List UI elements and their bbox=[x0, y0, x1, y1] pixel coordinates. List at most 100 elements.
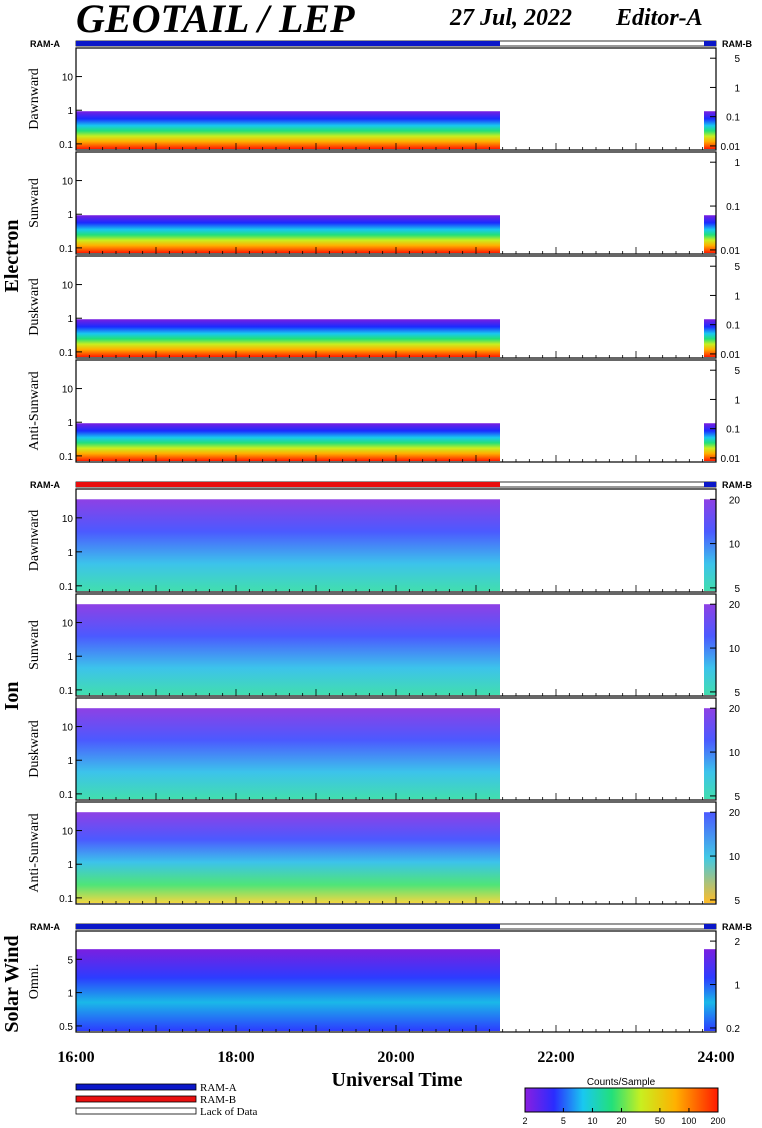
left-tick-label: 10 bbox=[62, 281, 74, 292]
left-tick-label: 1 bbox=[67, 860, 73, 871]
right-tick-label: 0.01 bbox=[721, 454, 741, 465]
left-tick-label: 10 bbox=[62, 827, 74, 838]
x-tick-16: 16:00 bbox=[57, 1049, 94, 1066]
spectrogram-fill bbox=[704, 949, 716, 1031]
spectrogram-fill bbox=[704, 423, 716, 461]
panel-label: Dawnward bbox=[27, 68, 42, 129]
ram-left-label: RAM-A bbox=[30, 39, 60, 49]
left-tick-label: 10 bbox=[62, 723, 74, 734]
left-tick-label: 10 bbox=[62, 514, 74, 525]
x-tick-20: 20:00 bbox=[377, 1049, 414, 1066]
left-tick-label: 0.1 bbox=[59, 348, 73, 359]
left-tick-label: 1 bbox=[67, 548, 73, 559]
figure-editor: Editor-A bbox=[615, 5, 703, 31]
right-tick-label: 5 bbox=[734, 896, 740, 907]
spectrogram-fill bbox=[704, 319, 716, 357]
group-label-ion: Ion bbox=[1, 682, 23, 711]
left-tick-label: 1 bbox=[67, 314, 73, 325]
right-tick-label: 5 bbox=[734, 688, 740, 699]
group-label-solar-wind: Solar Wind bbox=[1, 935, 23, 1032]
panel-electron-duskward: Duskward 10 1 0.1 5 1 0.1 0.01 bbox=[27, 255, 741, 361]
right-tick-label: 0.2 bbox=[726, 1024, 740, 1035]
spectrogram-fill bbox=[76, 604, 500, 695]
x-tick-24: 24:00 bbox=[697, 1049, 734, 1066]
panel-electron-anti-sunward: Anti-Sunward 10 1 0.1 5 1 0.1 0.01 bbox=[27, 359, 741, 465]
legend-label-lack: Lack of Data bbox=[200, 1106, 258, 1118]
panel-ion-dawnward: Dawnward 10 1 0.1 20 10 5 bbox=[27, 488, 741, 595]
spectrogram-fill bbox=[76, 949, 500, 1031]
left-tick-label: 0.5 bbox=[59, 1022, 73, 1033]
left-tick-label: 1 bbox=[67, 210, 73, 221]
ram-bar-segment bbox=[704, 924, 716, 929]
panel-label: Sunward bbox=[27, 620, 42, 670]
right-tick-label: 10 bbox=[729, 748, 741, 759]
legend-swatch-ram-a bbox=[75, 1083, 197, 1091]
spectrogram-fill bbox=[76, 215, 500, 253]
colorbar-ticks: 2 5 10 20 50 100 200 bbox=[522, 1108, 726, 1126]
legend: RAM-A RAM-B Lack of Data bbox=[75, 1082, 258, 1118]
right-tick-label: 20 bbox=[729, 495, 741, 506]
left-tick-label: 5 bbox=[67, 955, 73, 966]
spectrogram-fill bbox=[704, 604, 716, 695]
group-solar-wind: RAM-A RAM-B Omni. 5 1 0.5 2 1 0.2 bbox=[27, 922, 752, 1035]
spectrogram-fill bbox=[704, 708, 716, 799]
ram-right-label: RAM-B bbox=[722, 922, 752, 932]
right-tick-label: 10 bbox=[729, 540, 741, 551]
left-tick-label: 10 bbox=[62, 73, 74, 84]
right-tick-label: 1 bbox=[734, 83, 740, 94]
right-tick-label: 10 bbox=[729, 644, 741, 655]
ram-bar-segment bbox=[704, 482, 716, 487]
spectrogram-fill bbox=[76, 319, 500, 357]
right-tick-label: 0.01 bbox=[721, 350, 741, 361]
left-tick-label: 0.1 bbox=[59, 452, 73, 463]
ram-bar-segment bbox=[76, 41, 500, 46]
right-tick-label: 20 bbox=[729, 600, 741, 611]
right-tick-label: 5 bbox=[734, 366, 740, 377]
colorbar-tick-label: 5 bbox=[561, 1116, 566, 1126]
colorbar-tick-label: 10 bbox=[587, 1116, 597, 1126]
left-tick-label: 1 bbox=[67, 989, 73, 1000]
panel-electron-sunward: Sunward 10 1 0.1 1 0.1 0.01 bbox=[27, 151, 741, 257]
panel-layer: RAM-A RAM-B Dawnward 10 1 0.1 5 1 0.1 0.01 Sunward… bbox=[27, 39, 752, 1035]
x-tick-18: 18:00 bbox=[217, 1049, 254, 1066]
right-tick-label: 10 bbox=[729, 852, 741, 863]
panel-label: Dawnward bbox=[27, 510, 42, 571]
legend-swatch-lack bbox=[75, 1107, 197, 1115]
spectrogram-fill bbox=[76, 812, 500, 903]
colorbar-tick-label: 50 bbox=[655, 1116, 665, 1126]
panel-ion-sunward: Sunward 10 1 0.1 20 10 5 bbox=[27, 593, 741, 699]
panel-ion-duskward: Duskward 10 1 0.1 20 10 5 bbox=[27, 697, 741, 803]
left-tick-label: 0.1 bbox=[59, 686, 73, 697]
spectrogram-fill bbox=[76, 708, 500, 799]
figure-date: 27 Jul, 2022 bbox=[449, 5, 572, 31]
left-tick-label: 1 bbox=[67, 652, 73, 663]
time-axis: 16:00 18:00 20:00 22:00 24:00 Universal … bbox=[57, 1049, 734, 1091]
legend-label-ram-a: RAM-A bbox=[200, 1082, 237, 1094]
left-tick-label: 0.1 bbox=[59, 790, 73, 801]
right-tick-label: 1 bbox=[734, 158, 740, 169]
ram-bar-segment bbox=[76, 924, 500, 929]
panel-label: Sunward bbox=[27, 178, 42, 228]
right-tick-label: 5 bbox=[734, 792, 740, 803]
panel-label: Duskward bbox=[27, 720, 42, 778]
spectrogram-fill bbox=[76, 111, 500, 149]
right-tick-label: 0.1 bbox=[726, 202, 740, 213]
left-tick-label: 0.1 bbox=[59, 244, 73, 255]
colorbar-tick-label: 2 bbox=[522, 1116, 527, 1126]
left-tick-label: 1 bbox=[67, 106, 73, 117]
right-tick-label: 0.1 bbox=[726, 321, 740, 332]
right-tick-label: 0.01 bbox=[721, 246, 741, 257]
left-tick-label: 0.1 bbox=[59, 140, 73, 151]
right-tick-label: 5 bbox=[734, 54, 740, 65]
left-tick-label: 0.1 bbox=[59, 582, 73, 593]
left-tick-label: 10 bbox=[62, 619, 74, 630]
legend-swatch-ram-b bbox=[75, 1095, 197, 1103]
ram-right-label: RAM-B bbox=[722, 39, 752, 49]
group-electron: RAM-A RAM-B Dawnward 10 1 0.1 5 1 0.1 0.01 Sunward… bbox=[27, 39, 752, 465]
right-tick-label: 20 bbox=[729, 808, 741, 819]
spectrogram-fill bbox=[76, 499, 500, 591]
group-label-electron: Electron bbox=[1, 220, 23, 293]
figure-title: GEOTAIL / LEP bbox=[76, 0, 355, 41]
